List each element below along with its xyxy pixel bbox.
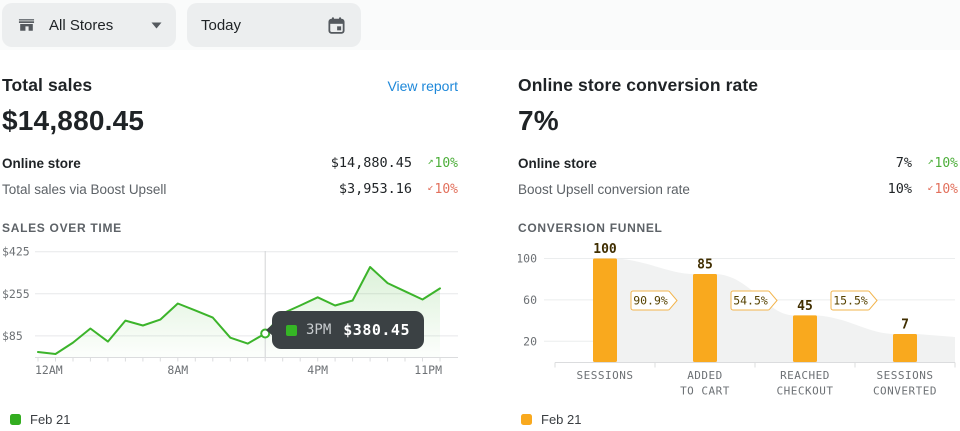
- metric-change-percent: 10%: [434, 155, 458, 171]
- arrow-down-icon: ↙: [427, 181, 434, 193]
- metric-row: Online store 7% ↗10%: [518, 150, 958, 176]
- chart-legend: Feb 21: [10, 412, 458, 427]
- tooltip-series-swatch: [286, 324, 297, 336]
- svg-text:45: 45: [797, 299, 813, 314]
- svg-text:SESSIONS: SESSIONS: [577, 369, 634, 382]
- view-report-link[interactable]: View report: [387, 78, 458, 94]
- metric-label: Boost Upsell conversion rate: [518, 181, 690, 197]
- svg-text:SESSIONS: SESSIONS: [877, 369, 934, 382]
- metric-label: Online store: [2, 155, 81, 171]
- store-selector-label: All Stores: [49, 16, 114, 34]
- legend-swatch: [10, 414, 21, 425]
- panel-title: Total sales: [2, 75, 93, 95]
- svg-text:$85: $85: [2, 329, 23, 343]
- metric-row: Online store $14,880.45 ↗10%: [2, 150, 458, 176]
- section-title: SALES OVER TIME: [2, 221, 122, 235]
- metric-value: 10%: [887, 181, 912, 197]
- svg-text:REACHED: REACHED: [780, 369, 830, 382]
- legend-swatch: [521, 414, 532, 425]
- total-sales-value: $14,880.45: [2, 105, 145, 136]
- metric-change-percent: 10%: [434, 181, 458, 197]
- svg-text:90.9%: 90.9%: [633, 294, 668, 308]
- svg-text:85: 85: [697, 258, 713, 273]
- svg-text:$255: $255: [2, 287, 30, 301]
- tooltip-time-label: 3PM: [306, 322, 332, 338]
- date-selector-button[interactable]: Today: [187, 3, 361, 47]
- svg-text:60: 60: [523, 293, 537, 307]
- arrow-up-icon: ↗: [427, 155, 434, 167]
- total-sales-panel: Total sales View report $14,880.45 Onlin…: [2, 75, 458, 427]
- legend-label: Feb 21: [30, 412, 71, 427]
- svg-text:100: 100: [593, 243, 617, 257]
- metric-rows: Online store $14,880.45 ↗10% Total sales vi…: [2, 150, 458, 202]
- metric-change-percent: 10%: [934, 181, 958, 197]
- metric-value: 7%: [895, 155, 912, 171]
- metric-change: ↙10%: [912, 182, 958, 197]
- svg-text:CONVERTED: CONVERTED: [873, 385, 937, 398]
- conversion-rate-value: 7%: [518, 105, 559, 136]
- svg-text:11PM: 11PM: [414, 363, 442, 377]
- arrow-up-icon: ↗: [927, 155, 934, 167]
- metric-change-percent: 10%: [934, 155, 958, 171]
- metric-change: ↗10%: [912, 156, 958, 171]
- metric-change: ↗10%: [412, 156, 458, 171]
- svg-text:8AM: 8AM: [167, 363, 188, 377]
- svg-text:54.5%: 54.5%: [733, 294, 768, 308]
- arrow-down-icon: ↙: [927, 181, 934, 193]
- metric-label: Total sales via Boost Upsell: [2, 181, 167, 197]
- tooltip-value: $380.45: [343, 321, 410, 339]
- storefront-icon: [18, 18, 35, 31]
- conversion-rate-panel: Online store conversion rate 7% Online s…: [516, 75, 958, 427]
- calendar-icon: [328, 16, 345, 34]
- metric-value: $3,953.16: [338, 181, 412, 197]
- panel-title: Online store conversion rate: [518, 75, 759, 95]
- date-selector-label: Today: [201, 16, 242, 34]
- metric-change: ↙10%: [412, 182, 458, 197]
- section-title: CONVERSION FUNNEL: [518, 221, 663, 235]
- store-selector-button[interactable]: All Stores: [2, 3, 176, 47]
- svg-text:4PM: 4PM: [307, 363, 328, 377]
- metric-row: Total sales via Boost Upsell $3,953.16 ↙10…: [2, 176, 458, 202]
- svg-text:TO CART: TO CART: [680, 385, 730, 398]
- svg-text:$425: $425: [2, 245, 30, 259]
- funnel-chart-svg: 20 60 100 100 85 45 7 90.9% 54.5% 15.5% SESSIONS AD…: [516, 242, 956, 398]
- svg-text:CHECKOUT: CHECKOUT: [777, 385, 834, 398]
- metric-label: Online store: [518, 155, 597, 171]
- svg-text:20: 20: [523, 334, 537, 348]
- chart-tooltip: 3PM $380.45: [266, 311, 424, 349]
- metric-row: Boost Upsell conversion rate 10% ↙10%: [518, 176, 958, 202]
- sales-over-time-chart[interactable]: $85 $255 $425 12AM 8AM 4PM 11PM 3PM $380.45: [2, 243, 458, 386]
- svg-text:12AM: 12AM: [35, 363, 63, 377]
- svg-text:ADDED: ADDED: [687, 369, 723, 382]
- svg-text:15.5%: 15.5%: [833, 294, 868, 308]
- chevron-down-icon: [151, 22, 162, 28]
- svg-text:100: 100: [518, 252, 537, 266]
- metric-value: $14,880.45: [330, 155, 412, 171]
- conversion-funnel-chart[interactable]: 20 60 100 100 85 45 7 90.9% 54.5% 15.5% SESSIONS AD…: [516, 242, 958, 404]
- metric-rows: Online store 7% ↗10% Boost Upsell conversio…: [518, 150, 958, 202]
- dashboard-panels: Total sales View report $14,880.45 Onlin…: [0, 75, 960, 427]
- svg-text:7: 7: [901, 318, 909, 333]
- topbar: All Stores Today: [0, 0, 960, 50]
- chart-legend: Feb 21: [521, 412, 958, 427]
- legend-label: Feb 21: [541, 412, 582, 427]
